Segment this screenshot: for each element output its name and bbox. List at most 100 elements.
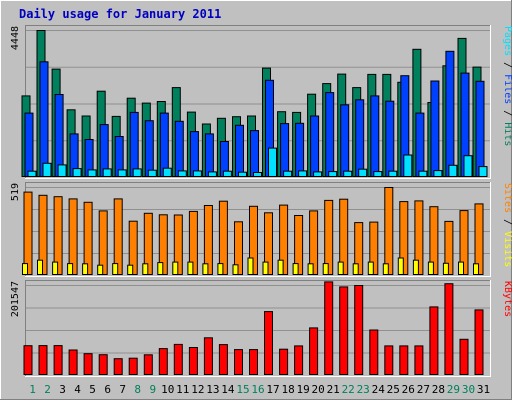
x-tick-label-7: 7 [119,383,126,396]
x-tick-label-20: 20 [311,383,324,396]
bar-pages-day-26 [403,154,413,177]
bar-visits-day-10 [157,262,164,276]
bar-sites-day-25 [384,187,394,275]
bar-pages-day-1 [27,170,37,177]
bar-pages-day-22 [343,170,353,177]
bar-kbytes-day-15 [234,349,243,376]
bar-kbytes-day-11 [173,343,183,375]
bar-kbytes-day-6 [98,354,108,376]
x-tick-label-8: 8 [134,383,141,396]
bar-visits-day-28 [427,261,434,276]
legend: Sites / Visits [502,183,512,267]
panel-kbytes: 201547 KBytes [10,280,512,377]
bar-pages-day-12 [192,170,202,177]
bar-kbytes-day-29 [444,283,454,376]
y-max-label: 519 [10,183,21,201]
legend-entry: Files [502,74,512,104]
x-tick-label-15: 15 [236,383,249,396]
bar-pages-day-14 [222,170,232,177]
x-tick-label-26: 26 [402,383,415,396]
bar-visits-day-12 [187,261,194,276]
bar-files-day-25 [385,100,395,177]
bar-pages-day-19 [298,170,308,177]
bar-kbytes-day-26 [399,345,409,375]
legend-entry: Sites [502,183,512,213]
bar-visits-day-6 [97,264,104,276]
bar-kbytes-day-19 [294,345,304,375]
x-tick-label-21: 21 [327,383,340,396]
bar-visits-day-22 [337,261,344,276]
x-tick-label-31: 31 [477,383,490,396]
x-tick-label-16: 16 [251,383,264,396]
bar-files-day-13 [204,133,214,177]
x-tick-label-5: 5 [89,383,96,396]
bar-visits-day-15 [232,264,239,275]
y-max-label: 201547 [10,281,21,317]
bar-kbytes-day-12 [188,347,198,375]
bar-kbytes-day-16 [249,349,258,376]
bar-visits-day-29 [442,262,449,275]
bar-kbytes-day-17 [264,311,273,376]
bar-files-day-18 [280,123,290,177]
bar-files-day-27 [415,112,425,177]
x-tick-label-11: 11 [176,383,189,396]
bar-files-day-20 [310,115,320,177]
bar-files-day-21 [325,92,335,177]
bar-visits-day-23 [352,263,359,275]
bar-kbytes-day-21 [324,281,334,375]
x-tick-label-29: 29 [447,383,460,396]
x-tick-label-1: 1 [29,383,36,396]
bar-visits-day-8 [127,264,134,276]
x-tick-label-19: 19 [296,383,309,396]
legend-entry: KBytes [502,281,512,317]
bar-kbytes-day-22 [339,286,349,375]
x-tick-label-18: 18 [281,383,294,396]
bar-files-day-8 [129,111,139,177]
bar-pages-day-9 [147,169,157,177]
bar-kbytes-day-27 [414,345,424,375]
bar-kbytes-day-13 [203,337,213,375]
bar-pages-day-2 [42,162,52,178]
bar-pages-day-16 [253,172,262,177]
panel-visits-sites: 519 Sites / Visits [10,182,512,277]
x-tick-label-13: 13 [206,383,219,396]
bar-files-day-24 [370,95,380,177]
bar-pages-day-27 [418,170,428,177]
bar-kbytes-day-18 [279,348,289,376]
x-tick-label-6: 6 [104,383,111,396]
x-tick-label-3: 3 [59,383,66,396]
bar-visits-day-30 [458,261,464,276]
bar-visits-day-25 [382,263,389,275]
bar-pages-day-24 [373,171,383,178]
x-tick-label-14: 14 [221,383,235,396]
x-tick-label-2: 2 [44,383,51,396]
bar-kbytes-day-25 [384,345,394,375]
bar-pages-day-11 [177,170,187,177]
bar-pages-day-31 [478,166,488,178]
bar-kbytes-day-23 [354,285,364,375]
bar-visits-day-11 [172,261,179,276]
bar-kbytes-day-30 [459,338,469,375]
x-tick-label-9: 9 [149,383,156,396]
legend-entry: / [502,104,512,122]
bar-visits-day-24 [367,261,374,276]
bar-visits-day-1 [22,263,28,276]
bar-pages-day-5 [87,169,97,177]
x-axis: 1 2 3 4 5 6 7 8 9 10 11 12 13 14 15 16 17 18 19 20 21 22 23 24 2… [29,383,490,396]
bar-kbytes-day-8 [128,357,138,376]
bar-pages-day-15 [238,171,247,177]
bar-visits-day-14 [217,263,224,276]
bar-visits-day-2 [37,259,43,276]
bar-files-day-2 [39,61,49,177]
bar-files-day-22 [340,104,350,177]
bar-visits-day-27 [412,259,419,276]
bar-files-day-28 [430,80,440,177]
x-tick-label-24: 24 [372,383,386,396]
bar-kbytes-day-31 [474,309,484,375]
bar-files-day-31 [475,80,485,177]
bar-visits-day-4 [67,263,74,276]
bar-kbytes-day-14 [218,344,228,376]
bar-pages-day-10 [162,167,172,177]
